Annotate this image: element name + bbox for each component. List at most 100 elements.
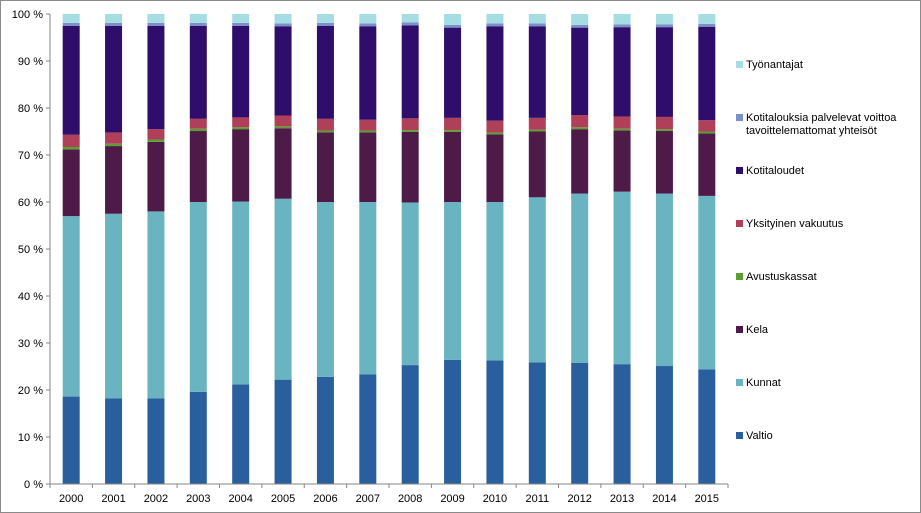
bar-segment-2012-kunnat (571, 193, 589, 363)
bar-segment-2007-avustuskassat (359, 130, 377, 133)
bar-segment-2006-kunnat (316, 202, 334, 377)
x-tick-label: 2013 (610, 493, 634, 505)
bar-segment-2000-kotitalouksia-palvelevat-voittoa-tavoittelemattomat-yhteis-t (62, 22, 80, 26)
legend-swatch (736, 379, 743, 386)
bar-segment-2001-yksityinen-vakuutus (105, 132, 123, 144)
legend-label: Valtio (746, 430, 773, 442)
bar-segment-2003-ty-nantajat (189, 14, 207, 23)
x-tick-label: 2010 (483, 493, 507, 505)
bar-segment-2007-kotitalouksia-palvelevat-voittoa-tavoittelemattomat-yhteis-t (359, 23, 377, 27)
bar-segment-2005-avustuskassat (274, 126, 292, 129)
x-tick-label: 2015 (695, 493, 719, 505)
bar-segment-2004-valtio (232, 384, 250, 484)
bar-segment-2007-kotitaloudet (359, 26, 377, 120)
legend-swatch (736, 220, 743, 227)
legend-label-line: Yksityinen vakuutus (746, 218, 844, 230)
legend-label: Kotitalouksia palvelevat voittoa tavoitte… (746, 112, 897, 137)
bar-segment-2002-kotitaloudet (147, 25, 165, 130)
bar-segment-2008-kotitalouksia-palvelevat-voittoa-tavoittelemattomat-yhteis-t (401, 22, 419, 26)
x-tick-label: 2014 (652, 493, 676, 505)
bar-segment-2012-valtio (571, 362, 589, 484)
x-tick-label: 2001 (101, 493, 125, 505)
y-tick-label: 70 % (18, 150, 43, 162)
bar-segment-2001-kotitalouksia-palvelevat-voittoa-tavoittelemattomat-yhteis-t (105, 22, 123, 26)
y-tick-label: 60 % (18, 197, 43, 209)
bar-segment-2014-valtio (655, 366, 673, 484)
bar-segment-2013-avustuskassat (613, 128, 631, 131)
bar-segment-2003-yksityinen-vakuutus (189, 118, 207, 129)
bar-segment-2003-avustuskassat (189, 128, 207, 132)
bar-segment-2000-avustuskassat (62, 147, 80, 150)
bar-segment-2002-kunnat (147, 211, 165, 399)
bar-segment-2003-kunnat (189, 202, 207, 392)
bar-segment-2015-kunnat (698, 195, 716, 370)
bar-segment-2009-kela (444, 131, 462, 202)
bar-segment-2005-ty-nantajat (274, 14, 292, 24)
bar-segment-2014-kotitaloudet (655, 27, 673, 117)
bar-segment-2011-avustuskassat (528, 129, 546, 132)
bar-segment-2009-kunnat (444, 202, 462, 360)
x-tick-label: 2002 (144, 493, 168, 505)
bar-segment-2011-kotitalouksia-palvelevat-voittoa-tavoittelemattomat-yhteis-t (528, 23, 546, 27)
y-tick-label: 10 % (18, 432, 43, 444)
bar-segment-2015-yksityinen-vakuutus (698, 120, 716, 132)
bar-segment-2001-valtio (105, 398, 123, 484)
bar-segment-2001-avustuskassat (105, 143, 123, 147)
bar-segment-2006-kela (316, 132, 334, 202)
bar-segment-2006-valtio (316, 376, 334, 484)
bar-segment-2011-valtio (528, 362, 546, 484)
bar-segment-2002-kotitalouksia-palvelevat-voittoa-tavoittelemattomat-yhteis-t (147, 22, 165, 26)
bar-segment-2015-kotitaloudet (698, 26, 716, 121)
legend-label: Kunnat (746, 377, 781, 389)
bar-segment-2011-yksityinen-vakuutus (528, 117, 546, 130)
bar-segment-2006-ty-nantajat (316, 14, 334, 23)
bar-segment-2001-kunnat (105, 213, 123, 399)
bar-segment-2000-kunnat (62, 216, 80, 397)
bar-segment-2012-avustuskassat (571, 127, 589, 130)
bar-segment-2000-kela (62, 149, 80, 217)
y-tick-label: 50 % (18, 244, 43, 256)
bar-segment-2001-ty-nantajat (105, 14, 123, 23)
bar-segment-2004-ty-nantajat (232, 14, 250, 23)
y-tick-label: 0 % (24, 479, 43, 491)
bar-segment-2011-kela (528, 131, 546, 198)
bar-segment-2005-valtio (274, 379, 292, 484)
bar-segment-2010-kotitalouksia-palvelevat-voittoa-tavoittelemattomat-yhteis-t (486, 23, 504, 27)
x-tick-label: 2004 (228, 493, 252, 505)
legend-swatch (736, 61, 743, 68)
x-tick-label: 2007 (356, 493, 380, 505)
bar-segment-2012-kotitaloudet (571, 27, 589, 116)
x-tick-label: 2012 (567, 493, 591, 505)
bar-segment-2010-kunnat (486, 202, 504, 361)
bar-segment-2004-kunnat (232, 201, 250, 385)
bar-segment-2015-ty-nantajat (698, 14, 716, 24)
legend-swatch (736, 432, 743, 439)
bar-segment-2015-valtio (698, 369, 716, 484)
bar-segment-2007-valtio (359, 374, 377, 484)
bar-segment-2012-yksityinen-vakuutus (571, 115, 589, 128)
bar-segment-2009-valtio (444, 359, 462, 484)
legend: Työnantajat Kotitalouksia palvelevat voit… (736, 59, 897, 442)
legend-label-line: Kunnat (746, 377, 781, 389)
legend-swatch (736, 273, 743, 280)
bar-segment-2013-kela (613, 130, 631, 192)
bar-segment-2007-kunnat (359, 202, 377, 375)
bar-segment-2008-kunnat (401, 202, 419, 366)
bar-segment-2003-valtio (189, 391, 207, 484)
bar-segment-2015-avustuskassat (698, 131, 716, 134)
x-tick-label: 2009 (440, 493, 464, 505)
bar-segment-2013-yksityinen-vakuutus (613, 116, 631, 129)
bar-segment-2007-ty-nantajat (359, 14, 377, 24)
bar-segment-2007-yksityinen-vakuutus (359, 119, 377, 131)
bar-segment-2008-yksityinen-vakuutus (401, 118, 419, 131)
legend-label-line: Valtio (746, 430, 773, 442)
legend-label-line: Avustuskassat (746, 271, 817, 283)
x-tick-label: 2011 (525, 493, 549, 505)
bar-segment-2013-valtio (613, 364, 631, 484)
bar-segment-2008-kela (401, 131, 419, 203)
bar-segment-2002-valtio (147, 398, 165, 484)
bar-segment-2004-kela (232, 129, 250, 202)
bar-segment-2005-kunnat (274, 198, 292, 380)
bar-segment-2013-kunnat (613, 191, 631, 365)
bar-segment-2013-ty-nantajat (613, 14, 631, 25)
